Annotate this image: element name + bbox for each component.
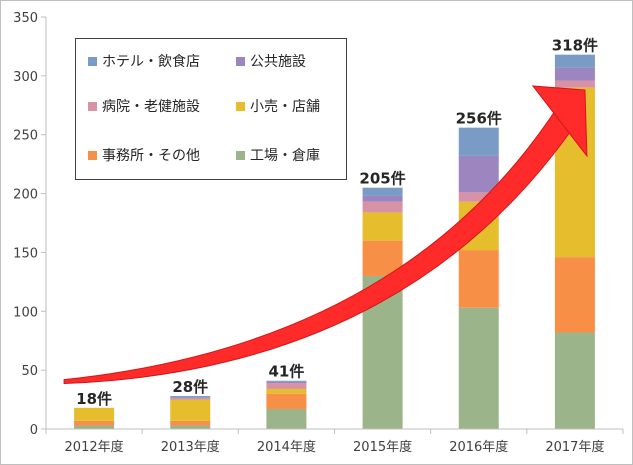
bar-segment	[362, 201, 403, 213]
bar-segment	[554, 54, 595, 68]
bar-segment	[554, 67, 595, 81]
x-category-label: 2015年度	[353, 439, 412, 455]
bar-segment	[74, 407, 115, 421]
legend-swatch-hotel	[88, 56, 97, 66]
bar-layer	[74, 54, 595, 429]
legend-label-factory: 工場・倉庫	[250, 148, 320, 164]
legend-swatch-retail	[236, 101, 245, 111]
legend-label-office: 事務所・その他	[102, 148, 200, 164]
y-tick-label: 0	[30, 423, 38, 438]
bar-total-label: 318件	[552, 37, 598, 55]
x-category-label: 2014年度	[257, 439, 316, 455]
bar-segment	[170, 396, 211, 398]
bar-segment	[170, 398, 211, 400]
axes-layer: 0 50 100 150 200 250 300 350 2012年度 2013年度 2014年度 2…	[13, 11, 624, 455]
bar-segment	[458, 307, 499, 429]
y-tick-label: 150	[13, 246, 38, 261]
bar-segment	[170, 397, 211, 399]
legend-label-hotel: ホテル・飲食店	[102, 54, 200, 70]
bar-total-label: 205件	[359, 170, 405, 188]
bar-segment	[458, 155, 499, 193]
bar-total-label: 28件	[172, 378, 208, 396]
bar-segment	[266, 380, 307, 382]
bar-segment	[554, 332, 595, 429]
legend-item-hospital: 病院・老健施設	[88, 96, 200, 116]
bar-segment	[266, 383, 307, 389]
bar-segment	[266, 393, 307, 409]
legend-item-retail: 小売・店舗	[236, 96, 320, 116]
bar-segment	[74, 420, 115, 426]
legend-swatch-factory	[236, 150, 245, 160]
trend-arrow-layer	[63, 85, 588, 385]
bar-segment	[554, 257, 595, 333]
bar-segment	[554, 80, 595, 88]
bar-total-label: 41件	[268, 363, 304, 381]
bar-segment	[362, 195, 403, 202]
legend-item-office: 事務所・その他	[88, 145, 200, 165]
bar-segment	[266, 408, 307, 429]
bar-segment	[170, 399, 211, 421]
legend-label-public: 公共施設	[250, 54, 306, 70]
bar-total-label: 18件	[76, 390, 112, 408]
bar-segment	[362, 187, 403, 196]
legend-swatch-public	[236, 56, 245, 66]
legend-swatch-office	[88, 150, 97, 160]
total-labels-layer: 18件 28件 41件 205件 256件 318件	[76, 37, 598, 408]
y-tick-label: 100	[13, 305, 38, 320]
legend-label-retail: 小売・店舗	[250, 99, 320, 115]
y-tick-label: 200	[13, 188, 38, 203]
bar-segment	[74, 425, 115, 429]
y-tick-label: 300	[13, 70, 38, 85]
y-tick-label: 250	[13, 129, 38, 144]
trend-arrow-head	[531, 85, 588, 158]
x-category-label: 2013年度	[161, 439, 220, 455]
legend: ホテル・飲食店 公共施設 病院・老健施設 小売・店舗 事務所・その他 工場・倉庫	[75, 38, 347, 180]
bar-segment	[458, 192, 499, 202]
bar-total-label: 256件	[456, 110, 502, 128]
bar-segment	[170, 420, 211, 426]
legend-item-hotel: ホテル・飲食店	[88, 51, 200, 71]
bar-segment	[170, 425, 211, 429]
y-tick-label: 50	[21, 364, 38, 379]
legend-label-hospital: 病院・老健施設	[102, 99, 200, 115]
bar-segment	[458, 250, 499, 308]
x-category-label: 2012年度	[65, 439, 124, 455]
legend-item-factory: 工場・倉庫	[236, 145, 320, 165]
x-category-label: 2017年度	[545, 439, 604, 455]
bar-segment	[362, 212, 403, 241]
bar-segment	[266, 381, 307, 384]
y-tick-label: 350	[13, 11, 38, 26]
legend-item-public: 公共施設	[236, 51, 306, 71]
bar-segment	[266, 388, 307, 394]
legend-swatch-hospital	[88, 101, 97, 111]
x-category-label: 2016年度	[449, 439, 508, 455]
bar-segment	[458, 127, 499, 156]
